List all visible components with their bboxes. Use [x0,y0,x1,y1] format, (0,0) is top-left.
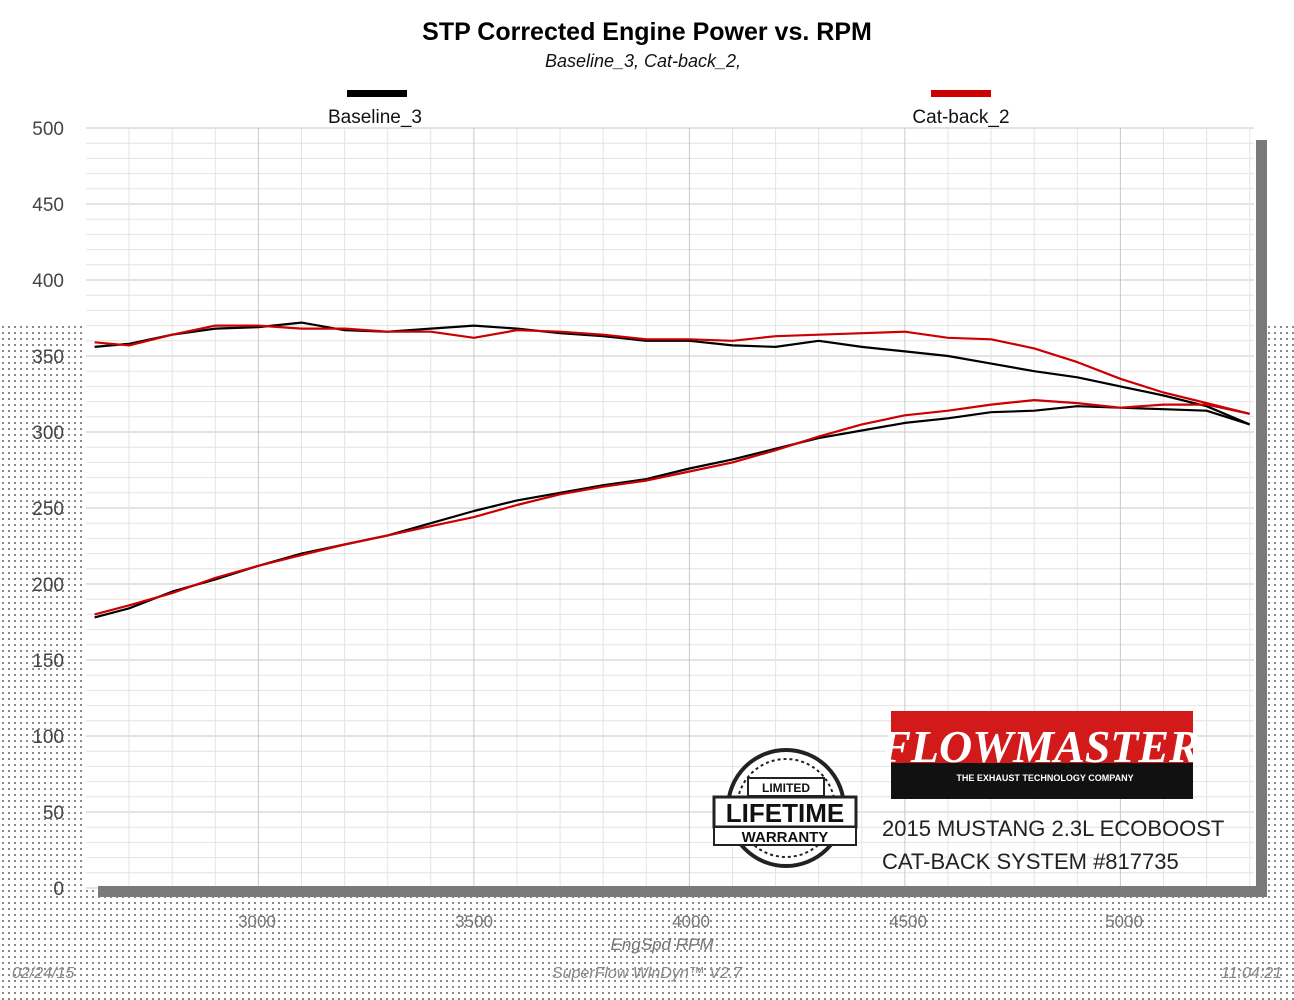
logo-dark-band [891,763,1193,799]
frame-right-shadow [1256,140,1267,895]
legend-swatch-baseline [347,90,407,97]
chart-title: STP Corrected Engine Power vs. RPM [422,18,872,46]
badge-main-text: LIFETIME [726,798,844,828]
y-tick-150: 150 [32,651,64,672]
series-line-cat-back-2-torque [94,324,1250,415]
lifetime-warranty-badge: LIMITED LIFETIME WARRANTY [712,748,858,868]
badge-top-text: LIMITED [762,781,810,795]
y-tick-100: 100 [32,727,64,748]
vehicle-line-1: 2015 MUSTANG 2.3L ECOBOOST [882,816,1224,841]
x-tick-4500: 4500 [889,912,927,931]
y-tick-450: 450 [32,195,64,216]
legend-label-baseline: Baseline_3 [328,107,422,128]
x-tick-5000: 5000 [1105,912,1143,931]
frame-bottom-shadow [98,886,1267,897]
flowmaster-logo: FLOWMASTER THE EXHAUST TECHNOLOGY COMPAN… [879,711,1200,799]
badge-bottom-text: WARRANTY [742,829,829,846]
y-tick-500: 500 [32,119,64,140]
x-axis-label: EngSpd RPM [611,935,715,954]
x-tick-3000: 3000 [238,912,276,931]
series-lines [94,321,1251,619]
chart-subtitle: Baseline_3, Cat-back_2, [545,51,741,71]
x-axis-ticks: 3000 3500 4000 4500 5000 [238,912,1143,931]
x-tick-3500: 3500 [455,912,493,931]
x-tick-4000: 4000 [672,912,710,931]
footer-software: SuperFlow WinDyn™ V2.7 [552,965,743,982]
footer-date: 02/24/15 [12,965,74,982]
logo-wordmark: FLOWMASTER [879,721,1200,772]
y-tick-400: 400 [32,271,64,292]
series-line-cat-back-2-power [94,399,1250,616]
y-tick-200: 200 [32,575,64,596]
y-tick-0: 0 [53,879,64,900]
footer-time: 11:04:21 [1221,965,1282,982]
logo-tagline: THE EXHAUST TECHNOLOGY COMPANY [956,773,1133,783]
badge-bottom-band [713,826,857,846]
legend-label-catback: Cat-back_2 [912,107,1009,128]
vehicle-line-2: CAT-BACK SYSTEM #817735 [882,849,1179,874]
y-tick-50: 50 [43,803,64,824]
series-line-baseline-3-torque [94,321,1251,426]
y-tick-250: 250 [32,499,64,520]
y-tick-300: 300 [32,423,64,444]
y-axis-ticks: 500 450 400 350 300 250 200 150 100 50 0 [32,119,64,900]
legend-swatch-catback [931,90,991,97]
y-tick-350: 350 [32,347,64,368]
